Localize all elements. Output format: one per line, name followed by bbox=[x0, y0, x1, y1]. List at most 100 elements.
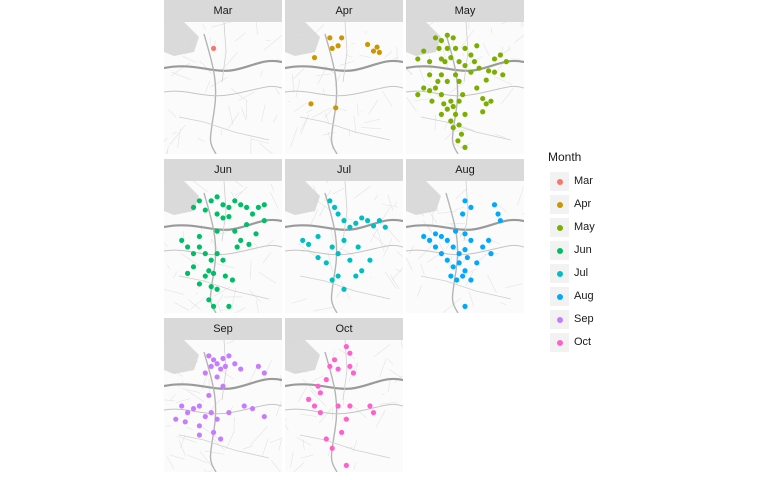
data-point bbox=[444, 45, 450, 51]
data-point bbox=[196, 403, 202, 409]
facet-strip-label: Apr bbox=[285, 0, 403, 22]
data-point bbox=[317, 390, 323, 396]
data-point bbox=[497, 52, 503, 58]
data-point bbox=[244, 204, 250, 210]
data-point bbox=[317, 410, 323, 416]
data-point bbox=[335, 403, 341, 409]
data-point bbox=[226, 214, 232, 220]
data-point bbox=[226, 204, 232, 210]
data-point bbox=[214, 194, 220, 200]
data-point bbox=[306, 241, 312, 247]
data-point bbox=[226, 353, 232, 359]
facet-panel-mar: Mar bbox=[164, 0, 282, 154]
data-point bbox=[444, 106, 450, 112]
data-point bbox=[253, 231, 259, 237]
data-point bbox=[450, 244, 456, 250]
data-point bbox=[458, 131, 465, 137]
data-point bbox=[429, 98, 435, 104]
data-point bbox=[196, 281, 202, 287]
facet-map bbox=[164, 22, 282, 154]
data-point bbox=[214, 211, 220, 217]
data-point bbox=[300, 237, 306, 243]
data-point bbox=[452, 111, 459, 117]
data-point bbox=[452, 228, 459, 234]
data-point bbox=[450, 264, 456, 270]
data-point bbox=[222, 273, 228, 279]
data-point bbox=[438, 251, 444, 257]
data-point bbox=[448, 273, 454, 279]
data-point bbox=[315, 383, 321, 389]
data-point bbox=[315, 233, 321, 240]
data-point bbox=[238, 202, 244, 208]
facet-panel-sep: Sep bbox=[164, 318, 282, 472]
data-point bbox=[206, 353, 212, 359]
legend-key bbox=[550, 310, 569, 329]
data-point bbox=[327, 363, 333, 369]
basemap-streets bbox=[164, 22, 282, 154]
data-point bbox=[370, 48, 377, 54]
legend-item-apr: Apr bbox=[548, 195, 628, 217]
data-point bbox=[432, 231, 439, 237]
data-point bbox=[456, 251, 462, 257]
data-point bbox=[220, 202, 226, 208]
data-point bbox=[365, 218, 371, 224]
data-point bbox=[341, 237, 347, 243]
data-point bbox=[246, 241, 252, 247]
data-point bbox=[448, 118, 454, 124]
data-point bbox=[427, 88, 433, 94]
data-point bbox=[220, 215, 226, 221]
data-point bbox=[238, 366, 244, 372]
legend-item-oct: Oct bbox=[548, 333, 628, 355]
data-point bbox=[456, 122, 462, 128]
basemap-streets bbox=[406, 181, 524, 313]
data-point bbox=[329, 244, 335, 250]
data-point bbox=[306, 396, 312, 402]
legend: Month Mar Apr May Jun Jul Aug Sep Oct bbox=[548, 150, 628, 360]
data-point bbox=[432, 85, 439, 91]
basemap-streets bbox=[285, 340, 403, 472]
data-point bbox=[468, 69, 474, 75]
data-point bbox=[347, 363, 353, 369]
data-point bbox=[427, 72, 433, 78]
data-point bbox=[456, 98, 462, 104]
data-point bbox=[214, 228, 220, 234]
data-point bbox=[261, 370, 267, 376]
data-point bbox=[483, 101, 489, 107]
data-point bbox=[421, 233, 427, 240]
data-point bbox=[491, 56, 498, 62]
data-point bbox=[448, 55, 454, 61]
data-point bbox=[222, 363, 228, 369]
data-point bbox=[202, 273, 208, 279]
facet-map bbox=[164, 340, 282, 472]
data-point bbox=[190, 264, 197, 270]
data-point bbox=[210, 270, 217, 276]
data-point bbox=[232, 228, 238, 234]
data-point bbox=[456, 260, 462, 266]
facet-map bbox=[285, 22, 403, 154]
data-point bbox=[232, 361, 238, 367]
data-point bbox=[456, 59, 462, 65]
data-point bbox=[367, 257, 373, 263]
data-point bbox=[173, 416, 179, 422]
data-point bbox=[182, 419, 188, 425]
data-point bbox=[347, 257, 353, 263]
facet-map bbox=[285, 181, 403, 313]
data-point bbox=[179, 237, 185, 243]
data-point bbox=[241, 403, 247, 409]
data-point bbox=[450, 125, 456, 131]
data-point bbox=[339, 35, 345, 41]
data-point bbox=[190, 406, 197, 412]
data-point bbox=[335, 251, 341, 257]
data-point bbox=[214, 251, 220, 257]
data-point bbox=[483, 77, 489, 83]
data-point bbox=[185, 270, 191, 276]
data-point bbox=[468, 237, 474, 243]
data-point bbox=[462, 45, 468, 51]
data-point bbox=[226, 410, 232, 416]
legend-dot bbox=[557, 317, 563, 323]
data-point bbox=[438, 37, 444, 44]
legend-key bbox=[550, 172, 569, 191]
facet-strip-label: Oct bbox=[285, 318, 403, 340]
legend-key bbox=[550, 195, 569, 214]
legend-dot bbox=[557, 248, 563, 254]
